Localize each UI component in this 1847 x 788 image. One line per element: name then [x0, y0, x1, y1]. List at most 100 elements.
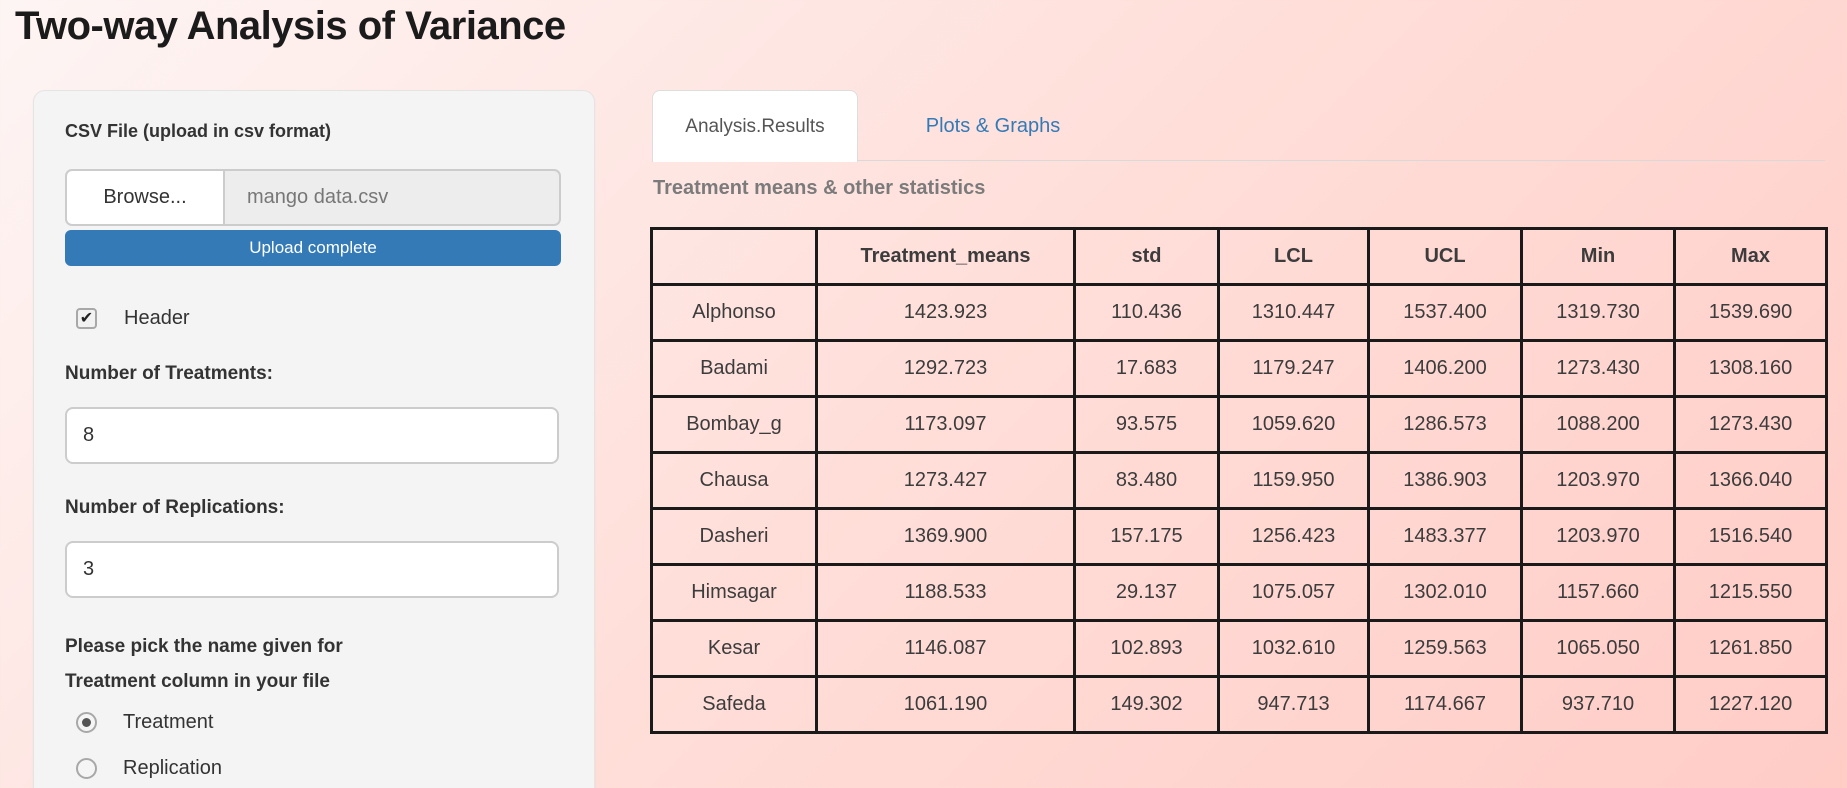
value-cell: 1032.610: [1217, 619, 1370, 678]
value-cell: 1159.950: [1217, 451, 1370, 510]
table-header-cell-empty: [650, 227, 818, 286]
value-cell: 1173.097: [815, 395, 1076, 454]
radio-button-replication[interactable]: [76, 758, 97, 779]
table-header-cell: std: [1073, 227, 1220, 286]
radio-label-treatment: Treatment: [123, 711, 214, 733]
value-cell: 1088.200: [1520, 395, 1676, 454]
table-header-cell: LCL: [1217, 227, 1370, 286]
table-header-cell: Treatment_means: [815, 227, 1076, 286]
value-cell: 1310.447: [1217, 283, 1370, 342]
table-row: Bombay_g 1173.097 93.575 1059.620 1286.573 10…: [650, 395, 1828, 454]
header-checkbox-row[interactable]: ✔ Header: [76, 307, 190, 330]
value-cell: 17.683: [1073, 339, 1220, 398]
replications-input[interactable]: [65, 541, 559, 598]
value-cell: 29.137: [1073, 563, 1220, 622]
value-cell: 83.480: [1073, 451, 1220, 510]
table-row: Chausa 1273.427 83.480 1159.950 1386.903 1203…: [650, 451, 1828, 510]
value-cell: 1188.533: [815, 563, 1076, 622]
radio-option-treatment[interactable]: Treatment: [76, 711, 213, 734]
row-label-cell: Alphonso: [650, 283, 818, 342]
tab-plots-graphs[interactable]: Plots & Graphs: [925, 114, 1061, 137]
value-cell: 1319.730: [1520, 283, 1676, 342]
value-cell: 1516.540: [1673, 507, 1828, 566]
table-row: Kesar 1146.087 102.893 1032.610 1259.563 1065…: [650, 619, 1828, 678]
treatment-stats-table: Treatment_means std LCL UCL Min Max Alphonso 1…: [650, 227, 1828, 734]
radio-button-treatment[interactable]: [76, 712, 97, 733]
value-cell: 947.713: [1217, 675, 1370, 734]
value-cell: 1227.120: [1673, 675, 1828, 734]
browse-button[interactable]: Browse...: [65, 169, 225, 226]
stats-table-body: Alphonso 1423.923 110.436 1310.447 1537.400 1…: [650, 283, 1828, 734]
tab-analysis-results[interactable]: Analysis.Results: [652, 90, 858, 162]
value-cell: 110.436: [1073, 283, 1220, 342]
file-input-group: Browse... mango data.csv: [65, 169, 561, 226]
header-checkbox-label: Header: [124, 307, 190, 329]
sidebar-panel: CSV File (upload in csv format) Browse..…: [33, 90, 595, 788]
table-row: Alphonso 1423.923 110.436 1310.447 1537.400 1…: [650, 283, 1828, 342]
value-cell: 157.175: [1073, 507, 1220, 566]
value-cell: 1261.850: [1673, 619, 1828, 678]
value-cell: 1308.160: [1673, 339, 1828, 398]
treatments-label: Number of Treatments:: [65, 363, 273, 384]
value-cell: 1273.427: [815, 451, 1076, 510]
stats-table-head: Treatment_means std LCL UCL Min Max: [650, 227, 1828, 286]
row-label-cell: Himsagar: [650, 563, 818, 622]
table-row: Safeda 1061.190 149.302 947.713 1174.667 937.…: [650, 675, 1828, 734]
value-cell: 93.575: [1073, 395, 1220, 454]
value-cell: 1286.573: [1367, 395, 1523, 454]
tab-bar: [652, 90, 1825, 161]
treatment-column-pick-label: Please pick the name given for Treatment…: [65, 636, 343, 692]
table-row: Badami 1292.723 17.683 1179.247 1406.200 1273…: [650, 339, 1828, 398]
value-cell: 1174.667: [1367, 675, 1523, 734]
value-cell: 1273.430: [1673, 395, 1828, 454]
value-cell: 149.302: [1073, 675, 1220, 734]
section-heading: Treatment means & other statistics: [653, 177, 986, 199]
table-header-row: Treatment_means std LCL UCL Min Max: [650, 227, 1828, 286]
value-cell: 1302.010: [1367, 563, 1523, 622]
value-cell: 1386.903: [1367, 451, 1523, 510]
value-cell: 1203.970: [1520, 507, 1676, 566]
radio-option-replication[interactable]: Replication: [76, 757, 222, 780]
row-label-cell: Kesar: [650, 619, 818, 678]
value-cell: 1061.190: [815, 675, 1076, 734]
value-cell: 1215.550: [1673, 563, 1828, 622]
filename-display[interactable]: mango data.csv: [225, 169, 561, 226]
upload-progress-bar: Upload complete: [65, 230, 561, 266]
table-row: Himsagar 1188.533 29.137 1075.057 1302.010 11…: [650, 563, 1828, 622]
value-cell: 1146.087: [815, 619, 1076, 678]
row-label-cell: Dasheri: [650, 507, 818, 566]
table-row: Dasheri 1369.900 157.175 1256.423 1483.377 12…: [650, 507, 1828, 566]
value-cell: 1423.923: [815, 283, 1076, 342]
value-cell: 1203.970: [1520, 451, 1676, 510]
value-cell: 1157.660: [1520, 563, 1676, 622]
table-header-cell: Max: [1673, 227, 1828, 286]
value-cell: 1483.377: [1367, 507, 1523, 566]
value-cell: 1179.247: [1217, 339, 1370, 398]
row-label-cell: Chausa: [650, 451, 818, 510]
table-header-cell: UCL: [1367, 227, 1523, 286]
value-cell: 1369.900: [815, 507, 1076, 566]
page-title: Two-way Analysis of Variance: [15, 4, 566, 48]
row-label-cell: Badami: [650, 339, 818, 398]
replications-label: Number of Replications:: [65, 497, 285, 518]
value-cell: 1537.400: [1367, 283, 1523, 342]
value-cell: 1292.723: [815, 339, 1076, 398]
value-cell: 1539.690: [1673, 283, 1828, 342]
csv-file-label: CSV File (upload in csv format): [65, 121, 332, 141]
value-cell: 1059.620: [1217, 395, 1370, 454]
value-cell: 1366.040: [1673, 451, 1828, 510]
header-checkbox[interactable]: ✔: [76, 308, 97, 329]
treatments-input[interactable]: [65, 407, 559, 464]
radio-label-replication: Replication: [123, 757, 222, 779]
value-cell: 102.893: [1073, 619, 1220, 678]
table-header-cell: Min: [1520, 227, 1676, 286]
value-cell: 1075.057: [1217, 563, 1370, 622]
value-cell: 1256.423: [1217, 507, 1370, 566]
row-label-cell: Bombay_g: [650, 395, 818, 454]
value-cell: 1259.563: [1367, 619, 1523, 678]
row-label-cell: Safeda: [650, 675, 818, 734]
value-cell: 1406.200: [1367, 339, 1523, 398]
value-cell: 1273.430: [1520, 339, 1676, 398]
value-cell: 1065.050: [1520, 619, 1676, 678]
